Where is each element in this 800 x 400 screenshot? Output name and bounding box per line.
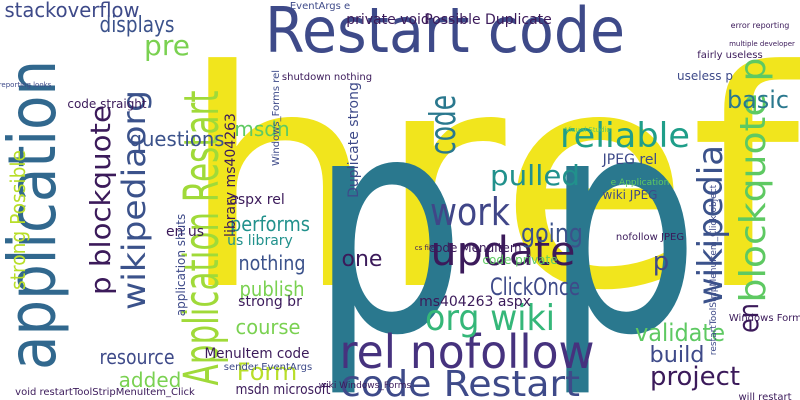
word: msdn microsoft bbox=[236, 382, 331, 398]
word: code bbox=[423, 95, 464, 155]
word: course bbox=[236, 315, 301, 339]
word: cs file bbox=[415, 244, 435, 252]
word: added bbox=[119, 368, 182, 392]
word: wiki JPEG bbox=[603, 188, 658, 202]
word: code Restart bbox=[340, 364, 580, 400]
word: Form bbox=[237, 358, 297, 386]
word: basic bbox=[727, 86, 789, 114]
word: performs bbox=[230, 212, 310, 236]
word: wikipediaorg bbox=[115, 90, 153, 310]
word: ms404263 aspx bbox=[419, 294, 531, 310]
word: en bbox=[732, 303, 765, 333]
word: displays bbox=[100, 13, 175, 38]
word: msdn bbox=[234, 117, 289, 141]
word: work bbox=[430, 190, 510, 234]
word: pulled bbox=[490, 159, 580, 192]
word: multiple developer bbox=[729, 40, 795, 48]
word: Windows Forms bbox=[729, 313, 800, 324]
word: will restart bbox=[738, 392, 791, 400]
word: wikipedia bbox=[691, 145, 731, 305]
word: error reporting bbox=[731, 21, 790, 30]
word: MenuItem code bbox=[205, 346, 310, 362]
word: library ms404263 bbox=[223, 113, 239, 237]
word: code private bbox=[482, 253, 557, 267]
word: strong Possible bbox=[6, 150, 30, 290]
word: reporting looks bbox=[0, 81, 52, 89]
word: restartToolStripMenuItem_Click object bbox=[709, 184, 719, 355]
word: Restart code bbox=[265, 0, 625, 67]
word: nothing bbox=[239, 251, 306, 275]
word: useless p bbox=[677, 69, 733, 83]
word: nofollow JPEG bbox=[616, 232, 684, 243]
word: en us bbox=[166, 224, 204, 240]
word: stackoverflow bbox=[5, 0, 140, 22]
word: sender EventArgs bbox=[224, 362, 312, 373]
word: Application Restart bbox=[174, 91, 230, 386]
word: Visual Studio bbox=[565, 126, 610, 134]
word: build bbox=[650, 343, 705, 368]
word: reliable bbox=[560, 116, 690, 156]
word: aspx rel bbox=[229, 192, 284, 208]
word: org wiki bbox=[425, 298, 555, 339]
word: one bbox=[342, 247, 383, 272]
word: application bbox=[0, 60, 71, 370]
word: e Application bbox=[611, 178, 670, 188]
word: void restartToolStripMenuItem_Click bbox=[15, 387, 195, 398]
word: code straight bbox=[67, 97, 147, 111]
word: strong br bbox=[238, 294, 302, 310]
word: EventArgs e bbox=[290, 1, 350, 12]
word: update bbox=[431, 229, 576, 275]
word: wiki Windows_Forms bbox=[319, 381, 412, 391]
word: p p bbox=[310, 52, 700, 400]
word: publish bbox=[240, 277, 305, 301]
word: Possible Duplicate bbox=[424, 12, 552, 28]
word: questions bbox=[130, 127, 225, 151]
word: Duplicate strong bbox=[346, 82, 362, 198]
word: p blockquote bbox=[84, 105, 117, 295]
word: application shuts bbox=[174, 214, 188, 316]
word: JPEG rel bbox=[602, 152, 658, 168]
word: project bbox=[650, 362, 740, 392]
word: code MenuItem bbox=[428, 241, 521, 255]
word: p bbox=[653, 247, 670, 277]
word: us library bbox=[227, 233, 293, 249]
word: private void bbox=[346, 12, 430, 28]
word: validate bbox=[635, 319, 725, 347]
word: Windows_Forms rel bbox=[271, 70, 282, 166]
word: resource bbox=[100, 345, 175, 369]
word: going bbox=[521, 219, 583, 249]
word: pre bbox=[144, 29, 190, 62]
word: href bbox=[180, 7, 800, 356]
word: fairly useless bbox=[697, 50, 762, 61]
word: blockquote p bbox=[733, 57, 774, 302]
word: rel nofollow bbox=[340, 325, 595, 379]
word: shutdown nothing bbox=[282, 72, 372, 83]
word: ClickOnce bbox=[490, 273, 580, 301]
